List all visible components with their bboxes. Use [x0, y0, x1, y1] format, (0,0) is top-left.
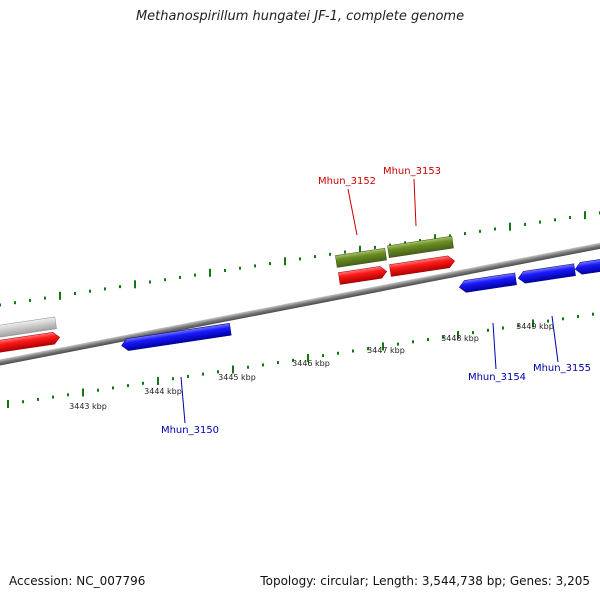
gene-label-mhun-3152[interactable]: Mhun_3152 [318, 176, 376, 187]
forward-tick-row [0, 211, 600, 307]
map-title: Methanospirillum hungatei JF-1, complete… [135, 9, 465, 24]
leader-line-mhun-3154 [492, 322, 497, 370]
length-value: 3,544,738 bp [421, 574, 502, 588]
topology-value: circular [320, 574, 365, 588]
scale-label-3445: 3445 kbp [218, 373, 256, 382]
gene-feature-mhun-3154[interactable] [458, 272, 517, 293]
gene-label-mhun-3155[interactable]: Mhun_3155 [533, 363, 591, 374]
accession-label: Accession: [9, 574, 73, 588]
gene-feature-red-left[interactable] [0, 331, 61, 356]
leader-line-mhun-3150 [180, 376, 186, 424]
gene-feature-red-3153[interactable] [389, 255, 455, 277]
gene-label-mhun-3150[interactable]: Mhun_3150 [161, 425, 219, 436]
gene-feature-mhun-3153[interactable] [387, 235, 454, 258]
leader-line-mhun-3153 [413, 178, 417, 227]
gene-feature-gray[interactable] [0, 316, 57, 341]
reverse-tick-row [7, 312, 594, 408]
gene-label-mhun-3153[interactable]: Mhun_3153 [383, 166, 441, 177]
accession-value: NC_007796 [76, 574, 146, 588]
scale-label-3443: 3443 kbp [69, 402, 107, 411]
accession-info: Accession: NC_007796 [9, 574, 145, 588]
length-label: Length: [372, 574, 419, 588]
leader-line-mhun-3152 [347, 188, 358, 236]
scale-label-3448: 3448 kbp [441, 334, 479, 343]
scale-label-3446: 3446 kbp [292, 359, 330, 368]
scale-label-3444: 3444 kbp [144, 387, 182, 396]
genome-summary: Topology: circular; Length: 3,544,738 bp… [260, 574, 590, 588]
gene-feature-mhun-3155[interactable] [517, 263, 576, 284]
gene-feature-mhun-3150[interactable] [121, 323, 232, 351]
gene-feature-red-3152[interactable] [338, 266, 388, 285]
scale-label-3447: 3447 kbp [367, 346, 405, 355]
leader-line-mhun-3155 [551, 315, 559, 363]
genome-backbone [0, 232, 600, 372]
genes-value: 3,205 [555, 574, 590, 588]
gene-feature-blue-right[interactable] [574, 256, 600, 276]
scale-label-3449: 3449 kbp [516, 322, 554, 331]
gene-label-mhun-3154[interactable]: Mhun_3154 [468, 372, 526, 383]
gene-feature-mhun-3152[interactable] [335, 247, 387, 268]
genes-label: Genes: [509, 574, 552, 588]
topology-label: Topology: [260, 574, 317, 588]
